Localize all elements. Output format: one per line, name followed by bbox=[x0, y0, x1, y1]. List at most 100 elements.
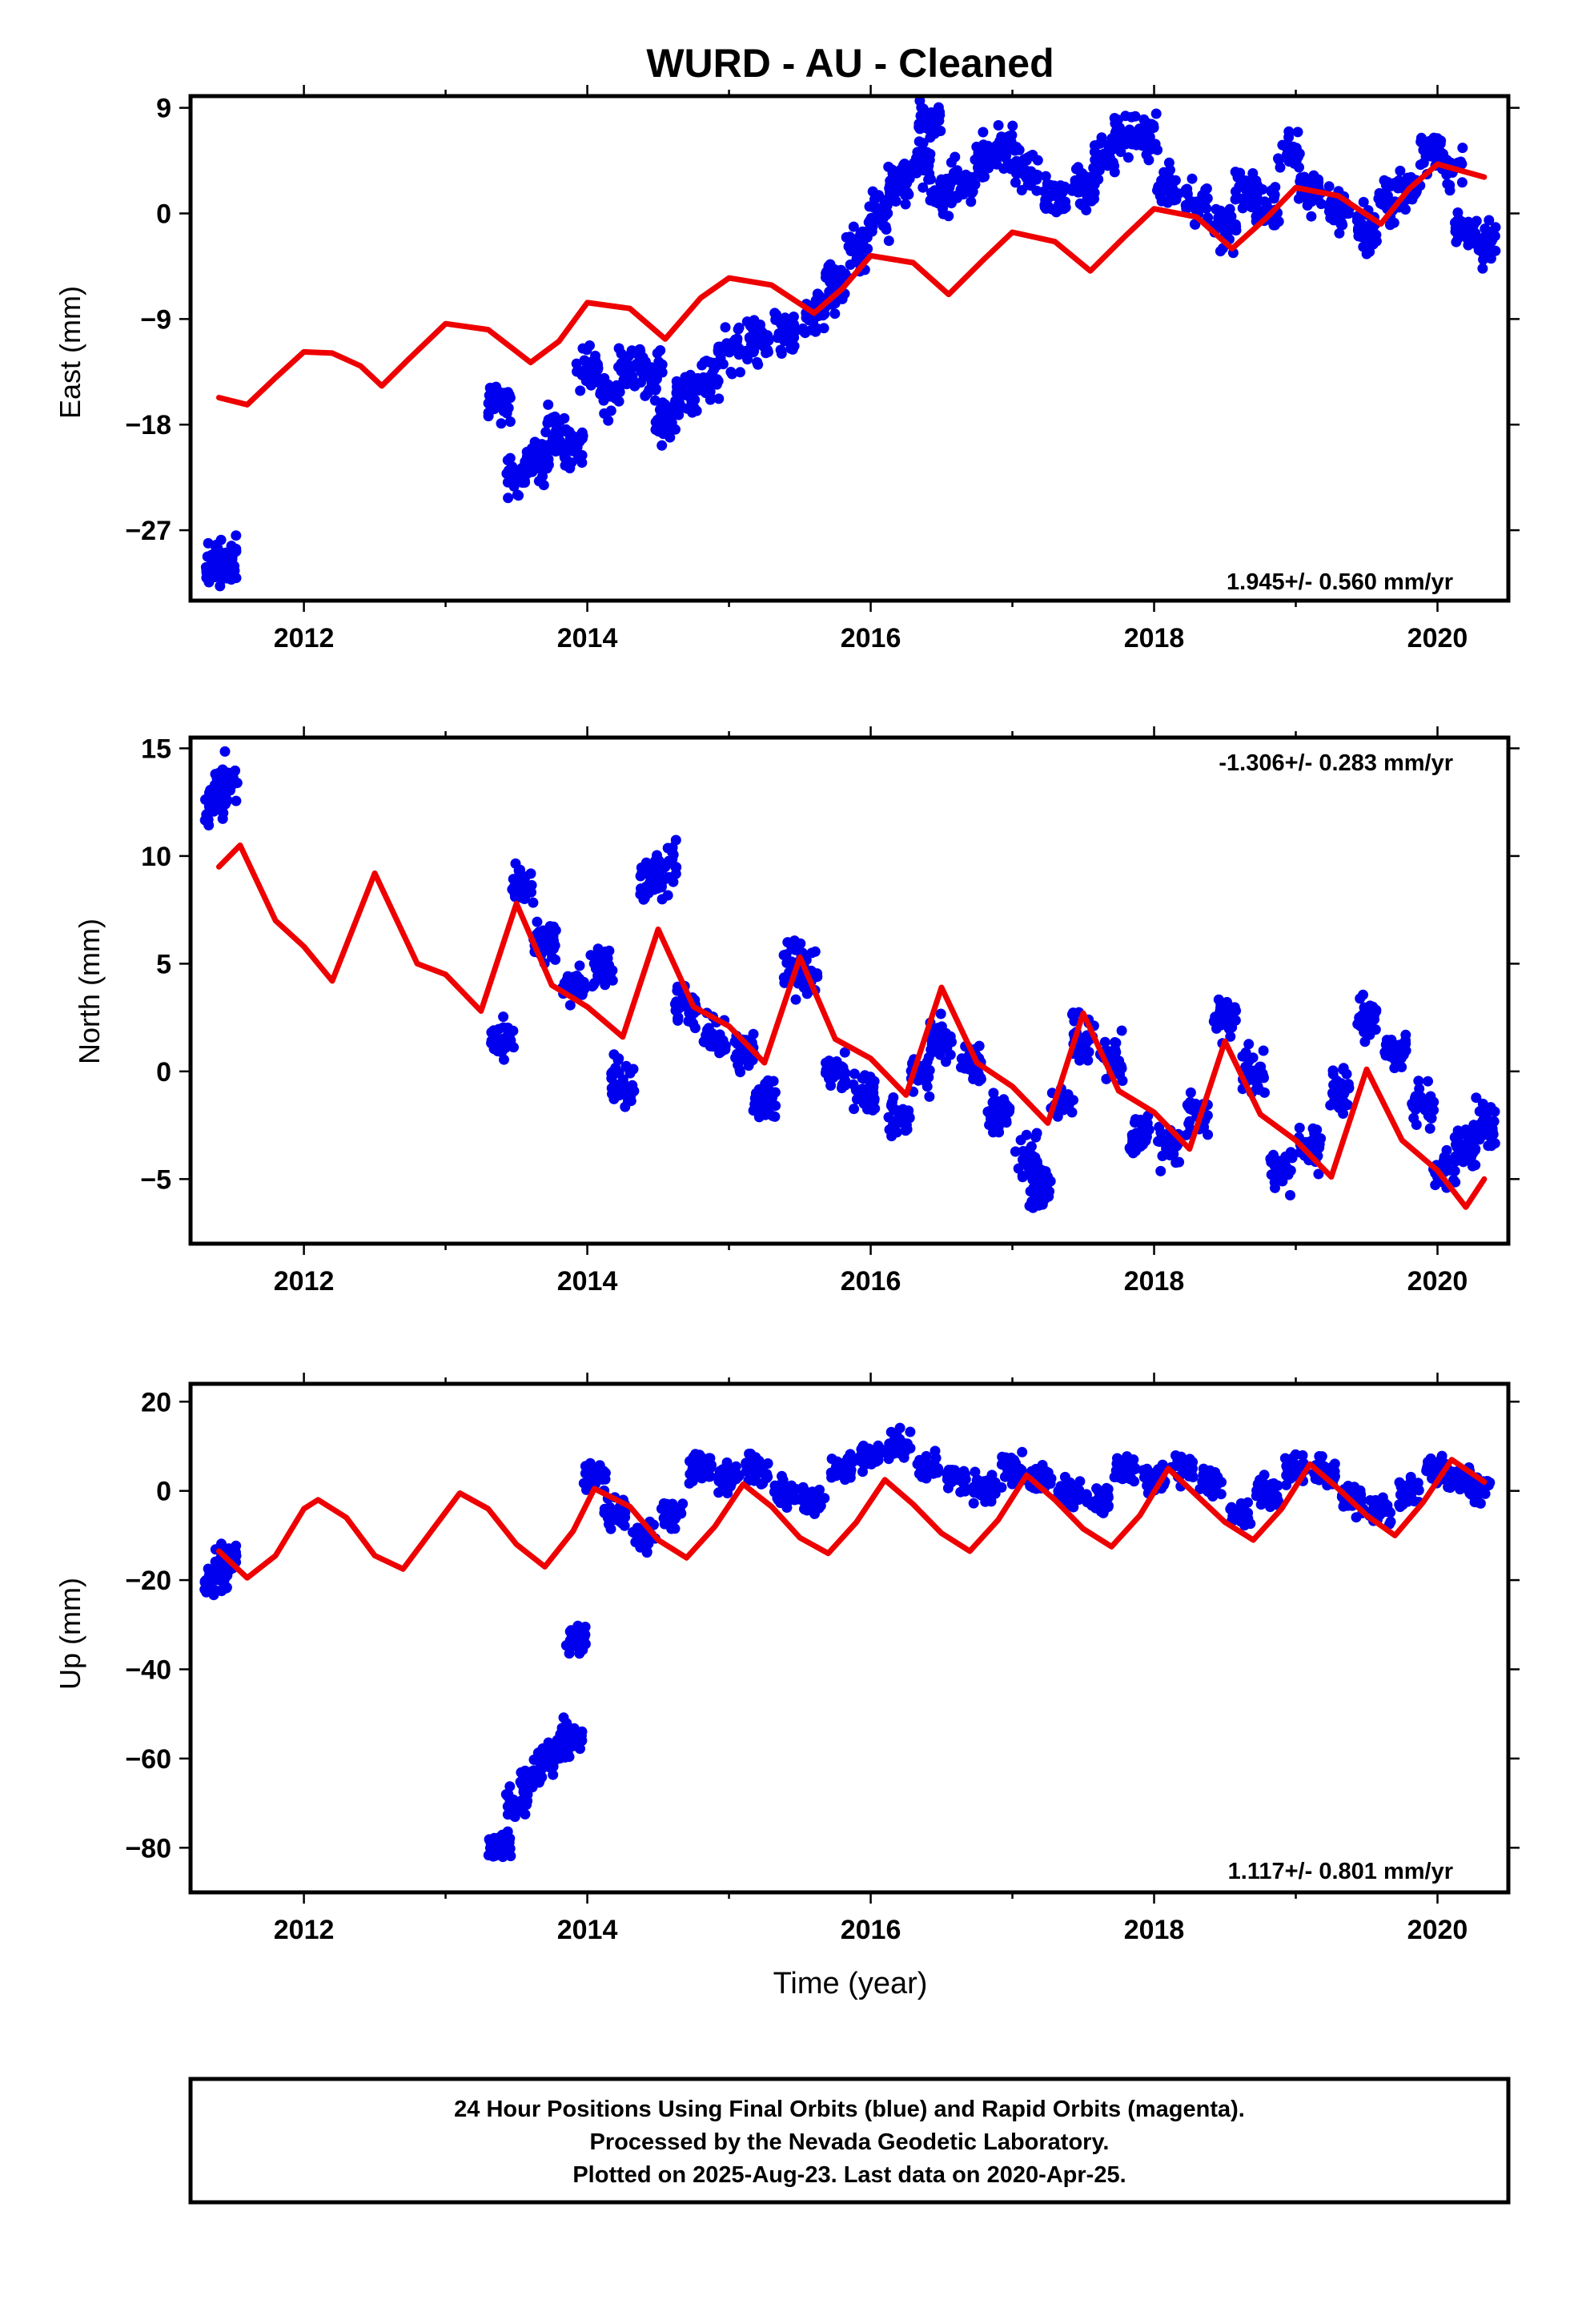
east-data-point bbox=[978, 127, 989, 138]
east-data-point bbox=[968, 171, 978, 183]
up-data-point bbox=[1279, 1453, 1291, 1464]
north-data-point bbox=[988, 1088, 999, 1099]
north-data-point bbox=[1225, 1031, 1236, 1042]
up-data-point bbox=[1455, 1484, 1466, 1495]
east-data-point bbox=[1490, 222, 1501, 233]
north-data-point bbox=[1413, 1076, 1424, 1087]
north-data-point bbox=[1274, 1156, 1285, 1167]
east-data-point bbox=[763, 335, 774, 346]
north-data-point bbox=[760, 1078, 771, 1089]
north-fit-curve bbox=[215, 842, 1488, 1210]
east-data-point bbox=[1010, 177, 1021, 188]
east-data-point bbox=[1007, 120, 1018, 131]
up-data-point bbox=[1207, 1491, 1219, 1502]
up-data-point bbox=[1066, 1495, 1078, 1506]
north-velocity-text: -1.306+/- 0.283 mm/yr bbox=[1219, 750, 1453, 776]
up-data-point bbox=[1006, 1452, 1017, 1463]
east-panel: East (mm) 1.945+/- 0.560 mm/yr 2012 2014 2… bbox=[54, 85, 1520, 653]
east-y-tick-label: −27 bbox=[125, 516, 171, 546]
north-data-point bbox=[1330, 1097, 1340, 1108]
north-data-point bbox=[850, 1084, 861, 1096]
north-data-point bbox=[1027, 1202, 1038, 1213]
east-data-point bbox=[644, 364, 655, 376]
east-data-point bbox=[1091, 156, 1102, 167]
east-data-point bbox=[978, 142, 989, 153]
north-data-point bbox=[1339, 1096, 1350, 1108]
east-data-point bbox=[1012, 168, 1023, 179]
east-x-tick-label: 2020 bbox=[1407, 623, 1468, 653]
east-data-point bbox=[552, 424, 564, 435]
east-data-point bbox=[1468, 224, 1479, 235]
east-data-point bbox=[1231, 221, 1242, 232]
up-data-point bbox=[594, 1460, 605, 1471]
north-data-point bbox=[514, 875, 525, 887]
east-data-point bbox=[705, 394, 716, 405]
north-data-point bbox=[1381, 1035, 1392, 1046]
east-data-point bbox=[1182, 183, 1193, 195]
north-data-point bbox=[1243, 1039, 1255, 1050]
up-data-point bbox=[1082, 1497, 1093, 1508]
up-data-point bbox=[628, 1526, 638, 1538]
north-data-point bbox=[508, 883, 519, 895]
north-x-tick-label: 2014 bbox=[557, 1266, 618, 1297]
east-data-point bbox=[1122, 152, 1134, 163]
up-data-point bbox=[208, 1574, 219, 1585]
up-data-point bbox=[986, 1496, 997, 1507]
east-data-point bbox=[1155, 179, 1166, 191]
east-data-point bbox=[881, 224, 892, 235]
up-x-tick-label: 2020 bbox=[1407, 1915, 1468, 1945]
up-data-point bbox=[693, 1469, 705, 1480]
north-data-point bbox=[636, 867, 648, 879]
up-plot-frame bbox=[188, 1381, 1511, 1895]
east-data-point bbox=[1313, 177, 1324, 188]
up-data-point bbox=[1412, 1478, 1423, 1489]
east-data-point bbox=[1452, 215, 1463, 227]
east-data-point bbox=[599, 408, 610, 419]
north-data-point bbox=[1240, 1061, 1251, 1072]
east-data-point bbox=[527, 466, 538, 477]
north-data-point bbox=[1185, 1087, 1196, 1098]
up-data-point bbox=[556, 1723, 568, 1734]
east-data-point bbox=[1152, 144, 1163, 155]
north-data-point bbox=[988, 1127, 998, 1138]
up-data-point bbox=[619, 1520, 630, 1531]
north-data-point bbox=[671, 996, 682, 1007]
up-data-point bbox=[1445, 1474, 1456, 1485]
east-data-point bbox=[998, 151, 1010, 163]
north-data-point bbox=[1032, 1189, 1043, 1200]
east-data-point bbox=[932, 189, 943, 200]
east-data-point bbox=[1452, 233, 1464, 244]
up-data-point bbox=[894, 1422, 905, 1433]
east-x-tick-label: 2018 bbox=[1124, 623, 1185, 653]
east-data-point bbox=[837, 293, 848, 304]
east-data-point bbox=[861, 232, 873, 243]
up-data-point bbox=[921, 1450, 932, 1462]
north-data-point bbox=[849, 1104, 860, 1115]
east-data-point bbox=[1238, 182, 1249, 193]
north-data-point bbox=[547, 951, 558, 963]
east-data-point bbox=[1158, 167, 1170, 178]
east-data-point bbox=[650, 416, 661, 428]
north-data-point bbox=[1061, 1102, 1072, 1113]
east-data-point bbox=[1365, 237, 1376, 248]
up-data-point bbox=[620, 1507, 631, 1518]
east-data-point bbox=[559, 449, 570, 460]
north-data-point bbox=[1390, 1055, 1400, 1066]
east-data-point bbox=[581, 344, 592, 356]
east-data-points bbox=[200, 96, 1501, 592]
east-data-point bbox=[741, 345, 752, 356]
east-data-point bbox=[656, 359, 668, 370]
up-data-point bbox=[1175, 1451, 1186, 1462]
up-data-point bbox=[1243, 1513, 1254, 1524]
east-data-point bbox=[651, 373, 662, 384]
east-data-point bbox=[1168, 185, 1179, 196]
north-data-point bbox=[708, 1041, 719, 1052]
up-data-point bbox=[1383, 1506, 1395, 1518]
up-data-point bbox=[565, 1625, 576, 1636]
east-data-point bbox=[504, 464, 514, 476]
north-data-point bbox=[1240, 1047, 1251, 1058]
north-y-tick-label: 0 bbox=[156, 1057, 171, 1088]
north-data-point bbox=[1166, 1148, 1177, 1159]
north-data-point bbox=[748, 1105, 759, 1116]
up-data-point bbox=[1185, 1454, 1196, 1466]
